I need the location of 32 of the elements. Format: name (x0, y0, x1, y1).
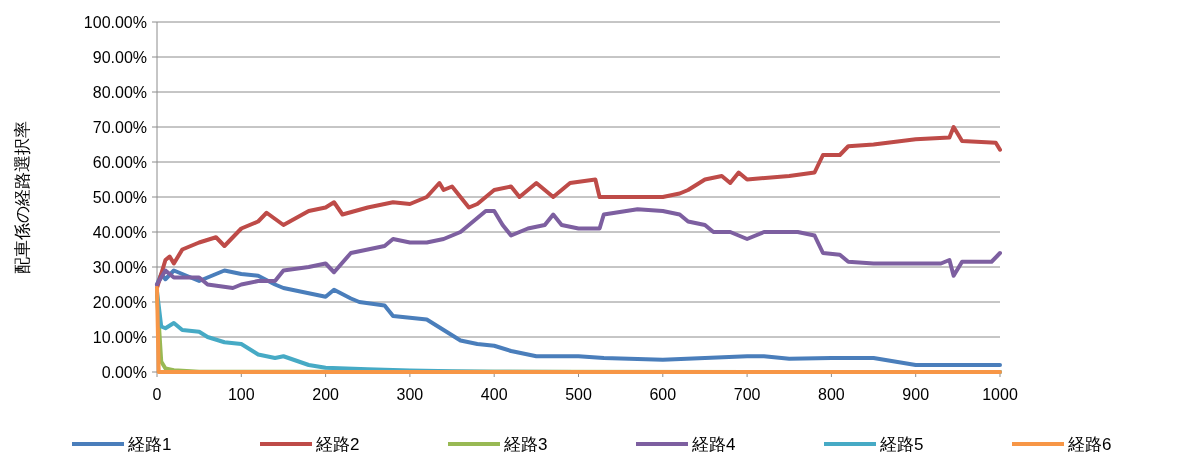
x-tick-label: 800 (818, 386, 845, 403)
y-tick-label: 90.00% (92, 49, 147, 66)
x-tick-label: 400 (480, 386, 508, 403)
legend-label: 経路2 (315, 435, 360, 454)
y-tick-label: 70.00% (92, 119, 147, 136)
legend-label: 経路6 (1067, 435, 1112, 454)
legend-label: 経路4 (691, 435, 736, 454)
line-series (155, 268, 1002, 367)
y-tick-label: 60.00% (92, 154, 147, 171)
y-tick-label: 40.00% (92, 224, 147, 241)
legend-label: 経路3 (503, 435, 548, 454)
x-tick-label: 700 (733, 386, 761, 403)
x-tick-label: 500 (565, 386, 592, 403)
x-tick-label: 600 (649, 386, 677, 403)
y-tick-label: 50.00% (92, 189, 147, 206)
y-tick-label: 10.00% (92, 329, 147, 346)
line-series (155, 125, 1002, 290)
y-axis-title: 配車係の経路選択率 (13, 120, 32, 274)
x-tick-label: 100 (227, 386, 255, 403)
x-tick-label: 900 (902, 386, 930, 403)
legend-label: 経路1 (127, 435, 172, 454)
y-tick-label: 100.00% (83, 14, 147, 31)
y-tick-label: 20.00% (92, 294, 147, 311)
legend-label: 経路5 (879, 435, 924, 454)
y-tick-label: 30.00% (92, 259, 147, 276)
y-tick-label: 0.00% (101, 364, 147, 381)
x-tick-label: 0 (152, 386, 162, 403)
x-tick-label: 1000 (982, 386, 1018, 403)
y-tick-label: 80.00% (92, 84, 147, 101)
line-series (155, 207, 1002, 290)
x-tick-label: 200 (312, 386, 340, 403)
x-tick-label: 300 (396, 386, 424, 403)
